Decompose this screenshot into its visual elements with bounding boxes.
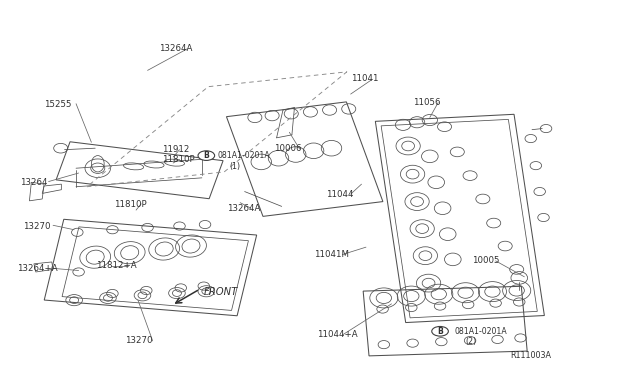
Text: 11912: 11912 — [163, 145, 189, 154]
Text: 11810P: 11810P — [115, 200, 147, 209]
Text: B: B — [204, 151, 209, 160]
Text: B: B — [437, 327, 443, 336]
Text: 13264A: 13264A — [159, 44, 193, 52]
Text: 081A1-0201A: 081A1-0201A — [454, 327, 507, 336]
Text: 13270: 13270 — [23, 221, 51, 231]
Text: 15255: 15255 — [44, 100, 72, 109]
Text: 11041M: 11041M — [314, 250, 349, 259]
Text: 081A1-0201A: 081A1-0201A — [218, 151, 271, 160]
Text: 11810P: 11810P — [163, 155, 195, 164]
Text: (1): (1) — [229, 162, 241, 171]
Text: 10005: 10005 — [472, 256, 499, 265]
Text: 11812+A: 11812+A — [97, 261, 137, 270]
Text: 11044+A: 11044+A — [317, 330, 357, 340]
Circle shape — [432, 327, 449, 336]
Text: 11056: 11056 — [413, 98, 440, 107]
Text: 13270: 13270 — [125, 336, 153, 346]
Text: FRONT: FRONT — [204, 286, 238, 296]
Text: (2): (2) — [466, 337, 477, 346]
Text: 10006: 10006 — [274, 144, 301, 153]
Text: 13264A: 13264A — [227, 204, 260, 213]
Circle shape — [198, 151, 214, 160]
Text: 11044: 11044 — [326, 190, 354, 199]
Text: 11041: 11041 — [351, 74, 378, 83]
Text: R111003A: R111003A — [510, 351, 551, 360]
Text: 13264: 13264 — [20, 178, 47, 187]
Text: 13264+A: 13264+A — [17, 264, 58, 273]
